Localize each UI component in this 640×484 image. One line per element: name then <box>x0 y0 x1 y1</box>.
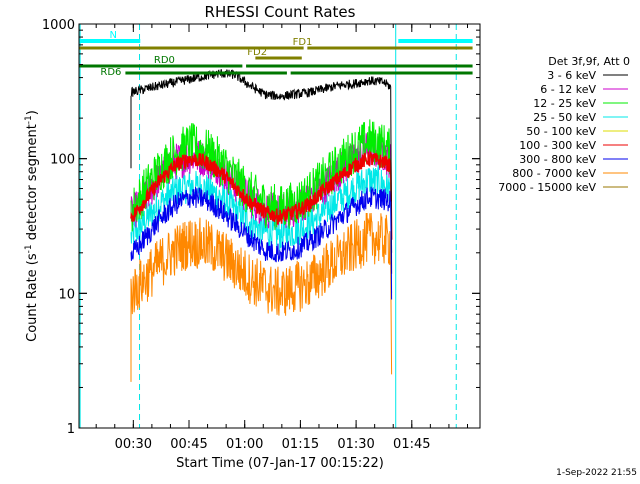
x-tick-label: 01:00 <box>226 437 263 452</box>
x-axis-label: Start Time (07-Jan-17 00:15:22) <box>176 456 384 471</box>
series-trace <box>130 186 393 300</box>
legend-title: Det 3f,9f, Att 0 <box>548 55 630 68</box>
timestamp: 1-Sep-2022 21:55 <box>556 468 637 478</box>
state-bar-label: FD2 <box>247 47 267 58</box>
legend-label: 6 - 12 keV <box>540 83 596 96</box>
axes-layer: 1 10 100 1000 00:30 00:45 01:00 01:15 01:30 01:45 <box>42 18 480 452</box>
y-axis-label: Count Rate (s-1 detector segment-1) <box>24 110 40 342</box>
x-tick-label: 00:30 <box>115 437 152 452</box>
legend-label: 12 - 25 keV <box>533 97 596 110</box>
series-trace <box>130 150 393 240</box>
x-tick-label: 00:45 <box>170 437 207 452</box>
x-tick-label: 01:15 <box>282 437 319 452</box>
legend-label: 300 - 800 keV <box>519 153 596 166</box>
legend-label: 7000 - 15000 keV <box>498 181 596 194</box>
y-tick-label: 100 <box>50 153 75 168</box>
y-tick-label: 10 <box>58 287 75 302</box>
series-trace <box>130 69 393 274</box>
state-bar-layer: N FD1 FD2 RD0 RD6 <box>79 30 473 78</box>
series-trace <box>130 212 393 382</box>
x-tick-label: 01:30 <box>337 437 374 452</box>
legend-label: 3 - 6 keV <box>547 69 596 82</box>
legend-label: 100 - 300 keV <box>519 139 596 152</box>
series-trace <box>130 119 393 253</box>
chart-title: RHESSI Count Rates <box>205 3 356 21</box>
state-bar-label: RD0 <box>154 55 175 66</box>
plot-frame <box>78 23 481 429</box>
x-tick-label: 01:45 <box>393 437 430 452</box>
legend-label: 50 - 100 keV <box>526 125 596 138</box>
y-tick-label: 1000 <box>42 18 75 33</box>
state-bar-label: FD1 <box>293 37 313 48</box>
legend-label: 800 - 7000 keV <box>512 167 596 180</box>
legend-label: 25 - 50 keV <box>533 111 596 124</box>
series-layer <box>130 69 393 382</box>
state-bar-label: RD6 <box>100 67 121 78</box>
state-bar-label: N <box>109 30 116 41</box>
y-tick-label: 1 <box>67 422 75 437</box>
